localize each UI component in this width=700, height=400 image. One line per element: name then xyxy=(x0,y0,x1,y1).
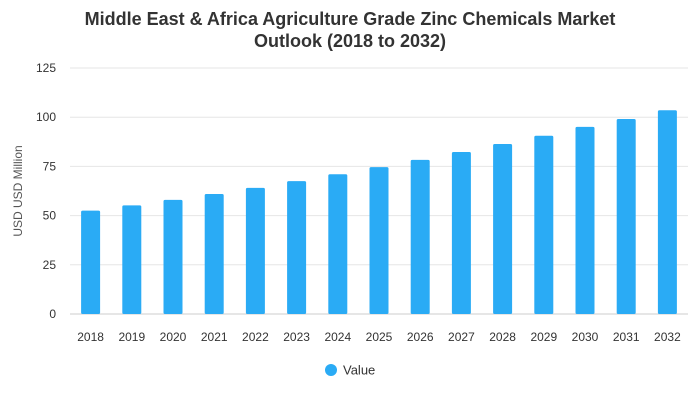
bar xyxy=(451,152,471,314)
bars xyxy=(81,110,677,315)
legend-swatch xyxy=(325,364,337,376)
x-tick-label: 2022 xyxy=(242,330,269,344)
x-tick-label: 2025 xyxy=(366,330,393,344)
bar xyxy=(328,174,348,314)
bar xyxy=(616,118,636,315)
x-tick-label: 2029 xyxy=(530,330,557,344)
bar xyxy=(245,187,265,314)
x-tick-label: 2023 xyxy=(283,330,310,344)
bar xyxy=(493,143,513,314)
x-tick-label: 2021 xyxy=(201,330,228,344)
chart-title-line-1: Middle East & Africa Agriculture Grade Z… xyxy=(84,9,616,29)
bar xyxy=(204,193,224,314)
y-axis-ticks: 0 25 50 75 100 125 xyxy=(36,61,56,321)
bar xyxy=(534,135,554,314)
y-tick-label: 25 xyxy=(43,258,57,272)
x-tick-label: 2020 xyxy=(160,330,187,344)
x-tick-label: 2028 xyxy=(489,330,516,344)
bar xyxy=(163,199,183,314)
bar xyxy=(81,210,101,314)
legend[interactable]: Value xyxy=(325,363,375,378)
y-tick-label: 75 xyxy=(43,159,57,173)
legend-label: Value xyxy=(343,363,375,378)
x-tick-label: 2032 xyxy=(654,330,681,344)
bar xyxy=(122,205,142,314)
y-tick-label: 100 xyxy=(36,110,56,124)
x-tick-label: 2019 xyxy=(118,330,145,344)
y-tick-label: 0 xyxy=(49,307,56,321)
bar xyxy=(287,181,307,314)
chart-title: Middle East & Africa Agriculture Grade Z… xyxy=(0,8,700,52)
chart-title-line-2: Outlook (2018 to 2032) xyxy=(253,31,447,51)
bar xyxy=(410,159,430,314)
x-tick-label: 2024 xyxy=(324,330,351,344)
y-axis-label: USD USD Million xyxy=(11,145,25,236)
x-axis-ticks: 2018 2019 2020 2021 2022 2023 2024 2025 2026 2027… xyxy=(77,330,681,344)
bar xyxy=(369,167,389,314)
y-tick-label: 50 xyxy=(43,209,57,223)
y-tick-label: 125 xyxy=(36,61,56,75)
bar xyxy=(657,110,677,314)
x-tick-label: 2027 xyxy=(448,330,475,344)
x-tick-label: 2031 xyxy=(613,330,640,344)
x-tick-label: 2030 xyxy=(572,330,599,344)
x-tick-label: 2018 xyxy=(77,330,104,344)
bar xyxy=(575,126,595,314)
x-tick-label: 2026 xyxy=(407,330,434,344)
